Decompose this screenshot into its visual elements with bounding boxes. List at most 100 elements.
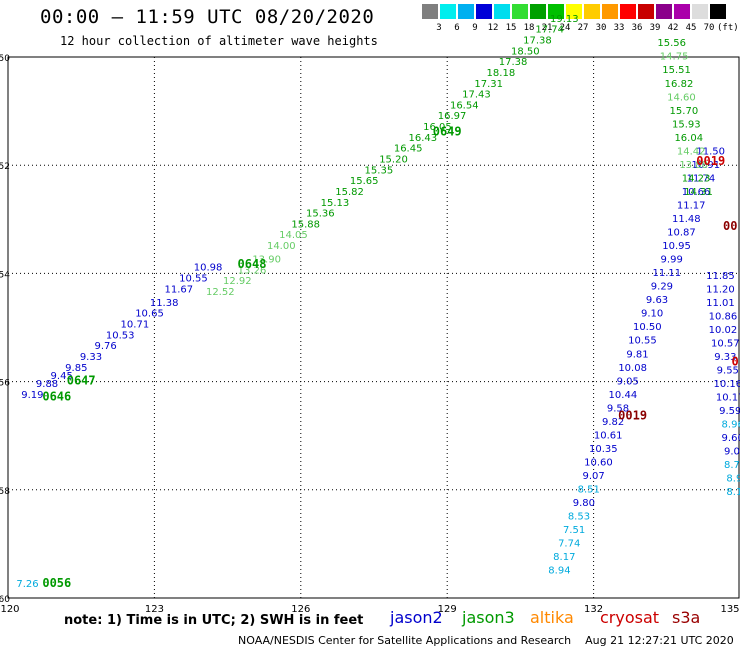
- data-label: 9.05: [617, 376, 639, 387]
- satellite-jason3: jason3: [462, 608, 515, 627]
- legend-label: 6: [454, 23, 460, 33]
- data-label: 10.02: [709, 325, 738, 336]
- data-label: 10.61: [594, 430, 623, 441]
- data-label: 11.74: [687, 173, 716, 184]
- legend-label: 42: [667, 23, 679, 33]
- legend-label: 33: [613, 23, 625, 33]
- data-label: 16.97: [438, 111, 467, 122]
- legend-label: 24: [559, 23, 571, 33]
- data-label: 16.82: [665, 79, 694, 90]
- data-label: 13.88: [679, 160, 708, 171]
- data-label: 15.88: [291, 219, 320, 230]
- data-label: 18.50: [511, 46, 540, 57]
- y-tick-label: -50: [0, 54, 10, 64]
- legend-swatch: [476, 4, 492, 19]
- legend-label: 15: [505, 23, 517, 33]
- data-label: 7.26: [16, 579, 38, 590]
- data-label: 15.13: [321, 198, 350, 209]
- data-label: 10.53: [106, 330, 135, 341]
- legend-swatch: [530, 4, 546, 19]
- data-label: 10.87: [667, 228, 696, 239]
- legend-label: 45: [685, 23, 697, 33]
- legend-swatch: [440, 4, 456, 19]
- data-label: 9.85: [65, 363, 87, 374]
- legend-swatch: [512, 4, 528, 19]
- legend-swatch: [638, 4, 654, 19]
- x-tick-label: 129: [438, 604, 457, 615]
- legend-label: 36: [631, 23, 643, 33]
- data-label: 10.95: [662, 241, 691, 252]
- data-label: 14.60: [667, 92, 696, 103]
- data-label: 14.42: [677, 146, 706, 157]
- data-label: 9.80: [573, 498, 595, 509]
- legend-label: 12: [487, 23, 499, 33]
- data-label: 9.33: [80, 352, 102, 363]
- data-label: 9.99: [661, 255, 683, 266]
- data-label: 8.76: [724, 460, 740, 471]
- satellite-jason2: jason2: [390, 608, 443, 627]
- x-tick-label: 132: [584, 604, 603, 615]
- x-tick-label: 135: [720, 604, 739, 615]
- data-label: 15.36: [306, 209, 335, 220]
- data-label: 10.86: [709, 311, 738, 322]
- data-label: 10.50: [633, 322, 662, 333]
- data-label: 18.18: [487, 68, 516, 79]
- legend-label: 18: [523, 23, 535, 33]
- data-label: 8.94: [548, 566, 570, 577]
- data-label: 10.44: [609, 390, 638, 401]
- data-label: 15.82: [335, 187, 364, 198]
- data-label: 9.29: [651, 282, 673, 293]
- data-label: 8.96: [722, 420, 740, 431]
- chart-subtitle: 12 hour collection of altimeter wave hei…: [60, 34, 378, 48]
- track-label: 0019: [618, 408, 647, 422]
- data-label: 17.38: [523, 35, 552, 46]
- data-label: 8.53: [568, 512, 590, 523]
- legend-swatch: [692, 4, 708, 19]
- data-label: 12.92: [223, 276, 252, 287]
- data-label: 15.65: [350, 176, 379, 187]
- data-label: 14.23: [682, 173, 711, 184]
- legend-swatch: [674, 4, 690, 19]
- data-label: 9.55: [717, 365, 739, 376]
- data-label: 10.55: [179, 274, 208, 285]
- data-label: 16.04: [674, 133, 703, 144]
- track-label: 0646: [42, 390, 71, 404]
- legend-swatch: [584, 4, 600, 19]
- data-label: 16.54: [450, 100, 479, 111]
- footnote: note: 1) Time is in UTC; 2) SWH is in fe…: [64, 613, 364, 628]
- track-label: 0648: [238, 257, 267, 271]
- data-label: 17.31: [474, 79, 503, 90]
- data-label: 9.45: [51, 371, 73, 382]
- legend-swatch: [620, 4, 636, 19]
- x-tick-label: 120: [0, 604, 19, 615]
- data-label: 14.05: [279, 230, 308, 241]
- track-label: 0019: [696, 154, 725, 168]
- data-label: 9.81: [626, 349, 648, 360]
- satellite-cryosat: cryosat: [600, 608, 660, 627]
- data-label: 15.20: [379, 154, 408, 165]
- y-tick-label: -52: [0, 162, 10, 172]
- data-label: 10.65: [135, 309, 164, 320]
- track-label: 00: [723, 219, 737, 233]
- legend-swatch: [656, 4, 672, 19]
- data-label: 8.17: [553, 552, 575, 563]
- data-label: 15.93: [672, 119, 701, 130]
- data-label: 11.01: [706, 298, 735, 309]
- data-label: 11.20: [706, 284, 735, 295]
- data-label: 15.70: [670, 106, 699, 117]
- legend-label: 39: [649, 23, 661, 33]
- x-tick-label: 126: [291, 604, 310, 615]
- data-label: 13.26: [238, 265, 267, 276]
- legend-label: 21: [541, 23, 553, 33]
- legend-label: 3: [436, 23, 442, 33]
- data-label: 15.35: [365, 165, 394, 176]
- data-label: 9.07: [582, 471, 604, 482]
- data-label: 14.31: [684, 187, 713, 198]
- y-tick-label: -54: [0, 270, 10, 280]
- data-label: 9.82: [602, 417, 624, 428]
- data-label: 9.58: [607, 403, 629, 414]
- satellite-s3a: s3a: [672, 608, 701, 627]
- y-tick-label: -56: [0, 379, 10, 389]
- data-label: 12.52: [206, 287, 235, 298]
